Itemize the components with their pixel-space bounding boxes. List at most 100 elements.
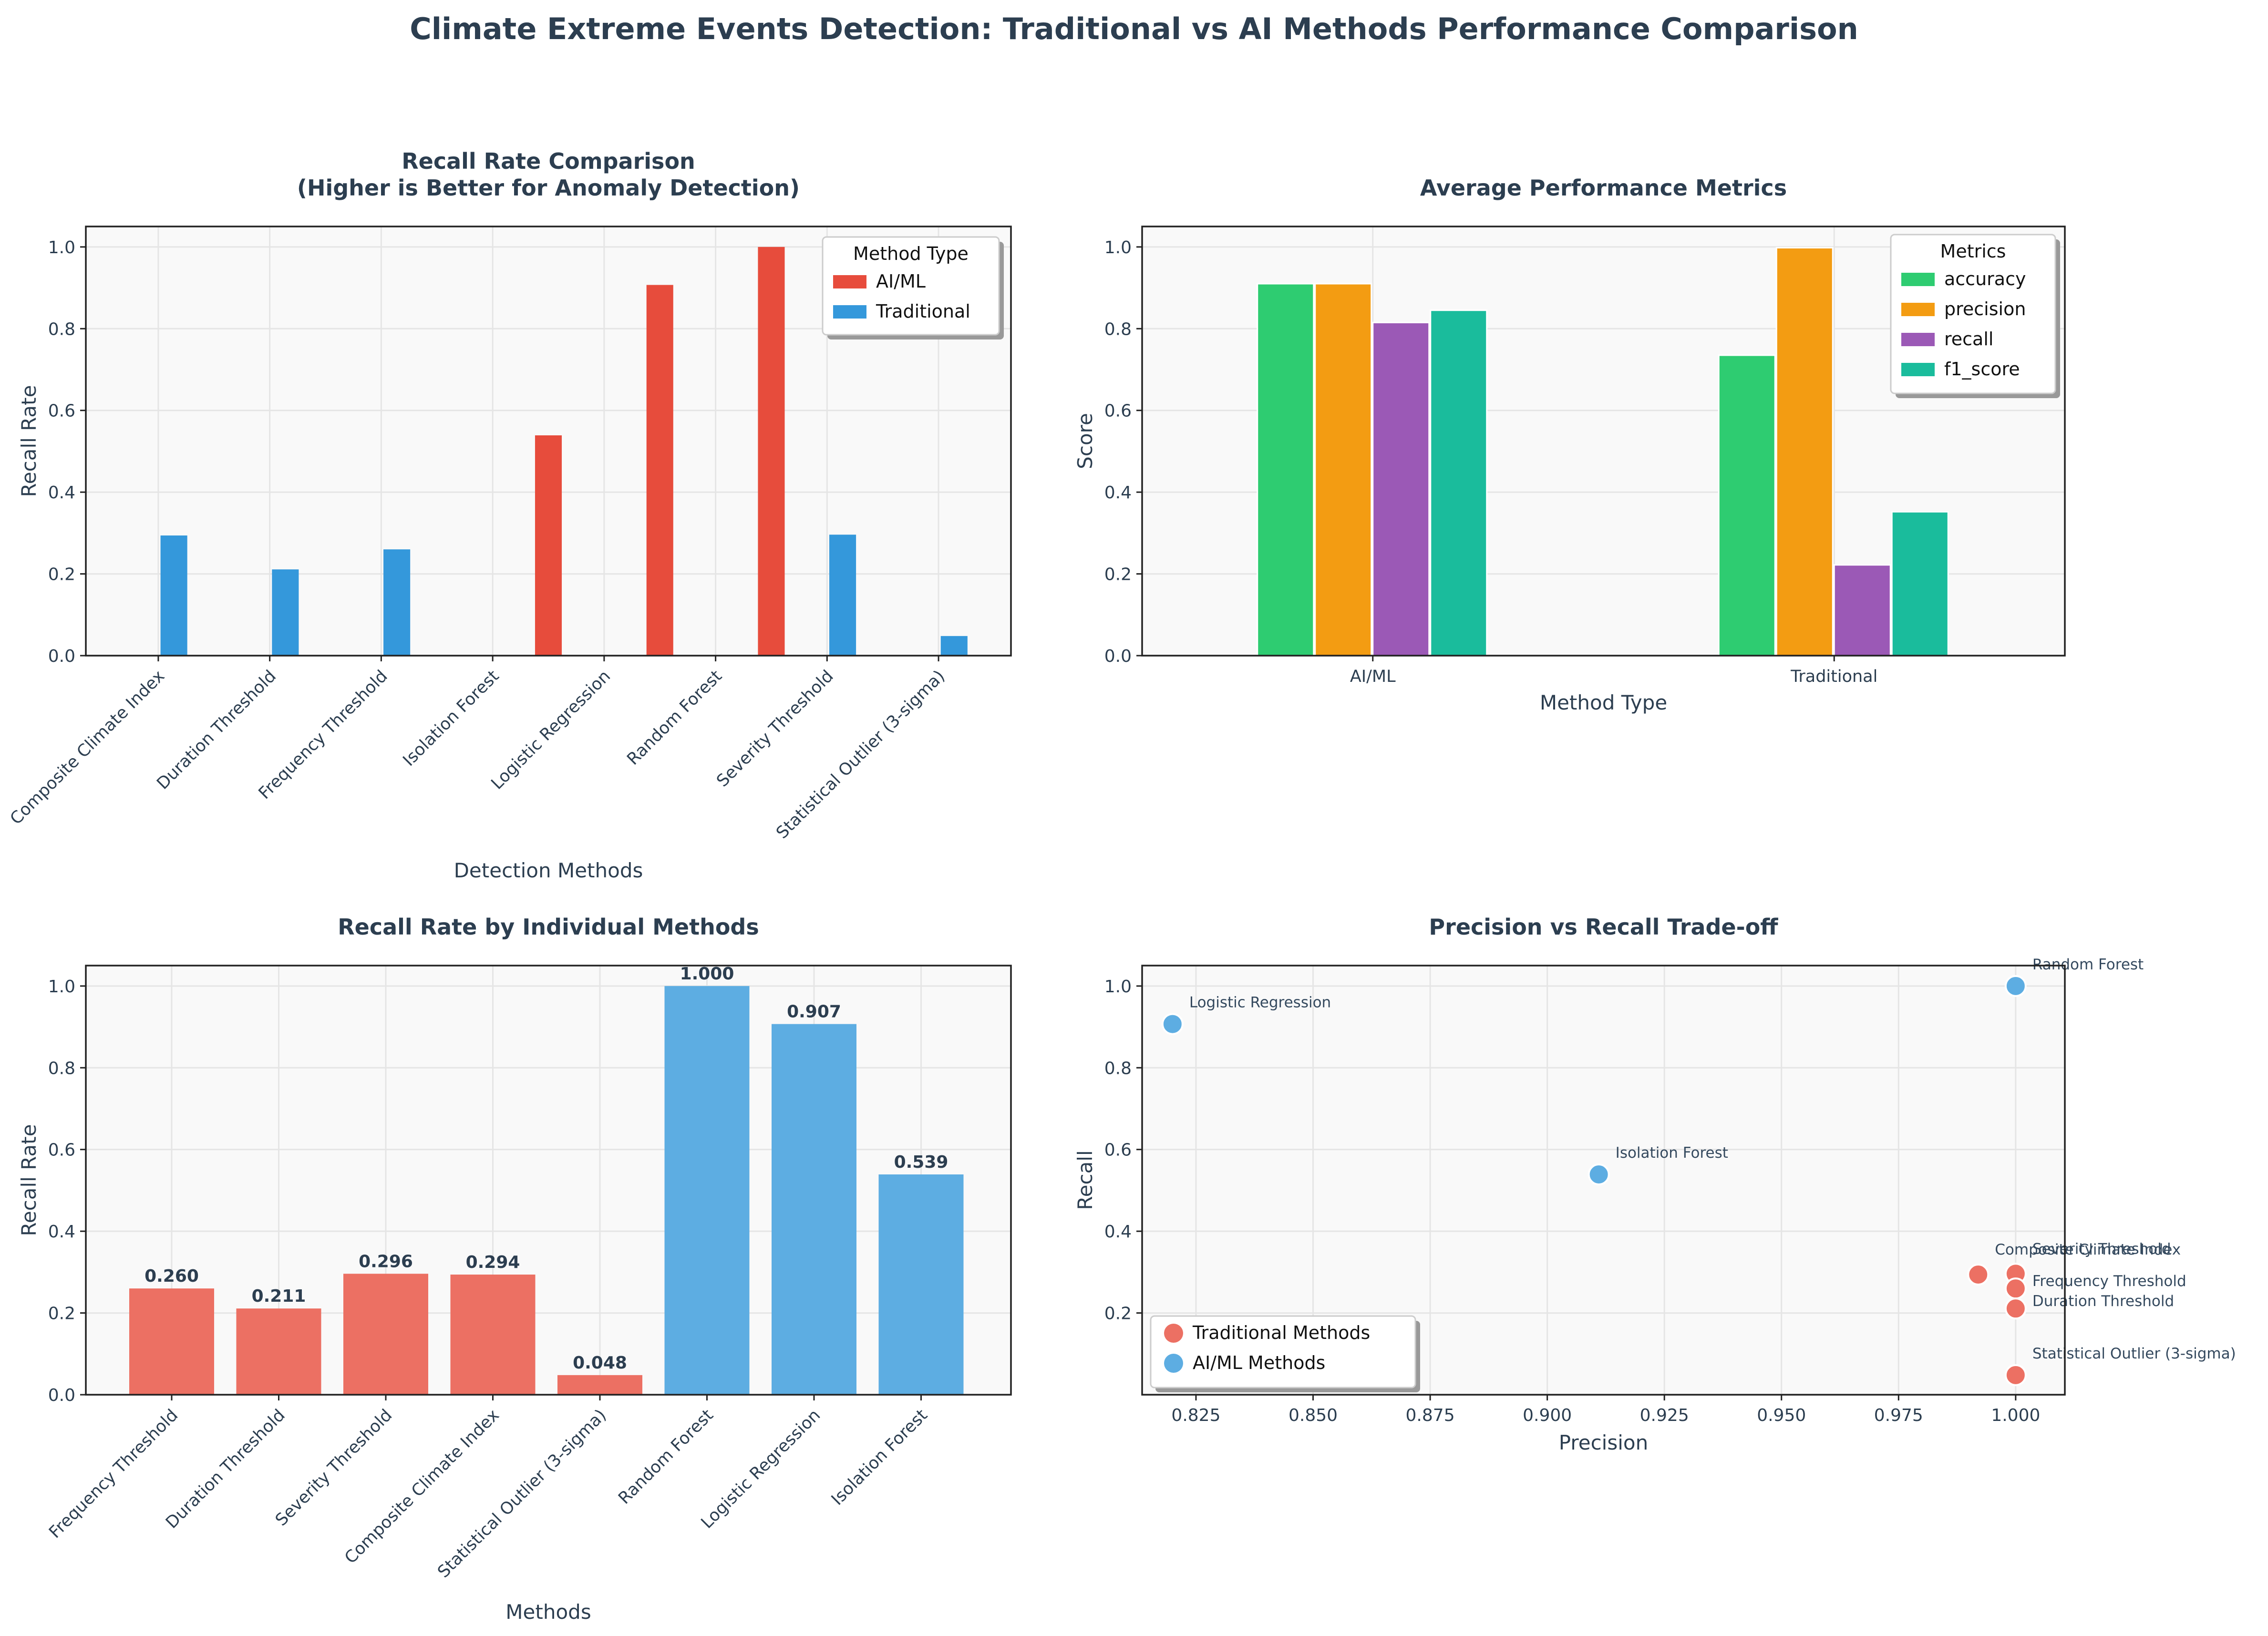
point-label-severity-threshold: Severity Threshold <box>2032 1240 2171 1257</box>
bar-accuracy-traditional <box>1718 354 1776 657</box>
bar-traditional-duration-threshold <box>272 569 299 656</box>
x-tick-label: Traditional <box>1790 667 1877 686</box>
point-statistical-outlier-3-sigma <box>2004 1364 2027 1386</box>
legend-marker <box>1164 1354 1183 1373</box>
y-tick-label: 0.4 <box>1104 483 1132 503</box>
legend-entry-accuracy: accuracy <box>1944 268 2026 289</box>
y-tick-label: 0.2 <box>48 565 75 585</box>
x-tick-label: Logistic Regression <box>698 1406 825 1533</box>
data-label-logistic-regression: 0.907 <box>787 1002 841 1022</box>
y-tick-label: 0.6 <box>48 1141 75 1160</box>
bar-random-forest <box>664 986 750 1395</box>
y-tick-label: 0.0 <box>48 1386 75 1405</box>
x-axis-label: Detection Methods <box>454 859 643 882</box>
point-label-isolation-forest: Isolation Forest <box>1616 1144 1728 1162</box>
y-tick-label: 1.0 <box>1104 238 1132 257</box>
subplot-1: 0.0 0.2 0.4 0.6 0.8 1.0 Composite Climate Inde… <box>7 148 1012 882</box>
y-tick-label: 0.6 <box>48 401 75 421</box>
x-tick-label: Isolation Forest <box>828 1406 931 1509</box>
x-tick-label: 1.000 <box>1991 1406 2040 1425</box>
figure-title: Climate Extreme Events Detection: Tradit… <box>410 11 1858 46</box>
bar-ai-ml-logistic-regression <box>646 285 673 656</box>
x-tick-label: 0.950 <box>1757 1406 1806 1425</box>
bar-ai-ml-random-forest <box>758 247 785 656</box>
legend-entry-precision: precision <box>1944 298 2026 319</box>
subplot-3: 0.0 0.2 0.4 0.6 0.8 1.0 0.260 Frequency Thresho… <box>17 914 1012 1624</box>
y-tick-label: 0.8 <box>48 1059 75 1078</box>
legend-swatch <box>1901 363 1935 376</box>
plot-border <box>85 965 1012 1396</box>
x-tick-label: 0.850 <box>1289 1406 1338 1425</box>
data-label-duration-threshold: 0.211 <box>252 1286 306 1306</box>
point-frequency-threshold <box>2004 1277 2027 1300</box>
y-axis-label: Recall Rate <box>17 385 41 497</box>
x-tick-label: Frequency Threshold <box>45 1406 182 1542</box>
x-tick-label: 0.825 <box>1171 1406 1220 1425</box>
x-tick-label: Random Forest <box>615 1406 717 1508</box>
bar-severity-threshold <box>343 1274 428 1395</box>
bar-ai-ml-isolation-forest <box>535 435 562 656</box>
plot-border <box>1141 965 2066 1396</box>
x-tick-label: 0.925 <box>1640 1406 1689 1425</box>
y-axis-label: Recall Rate <box>17 1124 41 1236</box>
point-logistic-regression <box>1161 1013 1184 1035</box>
point-label-frequency-threshold: Frequency Threshold <box>2032 1273 2186 1290</box>
bar-logistic-regression <box>772 1024 856 1395</box>
bar-precision-traditional <box>1775 247 1834 657</box>
bar-duration-threshold <box>236 1308 321 1395</box>
data-label-severity-threshold: 0.296 <box>359 1252 413 1271</box>
subplot-title: Recall Rate Comparison <box>402 148 695 174</box>
bar-traditional-frequency-threshold <box>383 549 411 656</box>
y-tick-label: 0.2 <box>48 1304 75 1324</box>
bar-f1-score-ai-ml <box>1430 309 1488 657</box>
y-tick-label: 0.8 <box>48 319 75 339</box>
legend-title: Metrics <box>1940 241 2006 262</box>
x-axis-label: Methods <box>505 1600 591 1624</box>
y-tick-label: 0.2 <box>1104 565 1132 585</box>
x-tick-label: 0.875 <box>1406 1406 1455 1425</box>
bar-frequency-threshold <box>129 1288 214 1395</box>
legend-entry-traditional: Traditional <box>876 301 970 322</box>
data-label-frequency-threshold: 0.260 <box>144 1266 199 1286</box>
data-label-composite-climate-index: 0.294 <box>466 1253 520 1272</box>
y-tick-label: 0.4 <box>1104 1222 1132 1242</box>
legend-entry-traditional-methods: Traditional Methods <box>1192 1322 1370 1343</box>
legend-entry-f1-score: f1_score <box>1944 359 2020 380</box>
data-label-isolation-forest: 0.539 <box>894 1152 948 1172</box>
bar-precision-ai-ml <box>1314 283 1372 657</box>
x-tick-label: Logistic Regression <box>488 667 615 793</box>
x-tick-label: Duration Threshold <box>162 1406 289 1533</box>
subplot-title: Precision vs Recall Trade-off <box>1429 914 1778 940</box>
legend-entry-recall: recall <box>1944 329 1993 350</box>
y-tick-label: 0.4 <box>48 483 75 503</box>
y-tick-label: 1.0 <box>48 238 75 257</box>
point-label-duration-threshold: Duration Threshold <box>2032 1293 2174 1310</box>
x-tick-label: 0.900 <box>1523 1406 1572 1425</box>
x-tick-label: Statistical Outlier (3-sigma) <box>434 1406 610 1582</box>
y-axis-label: Recall <box>1073 1150 1097 1210</box>
legend-title: Method Type <box>853 243 969 264</box>
legend-marker <box>1164 1324 1183 1343</box>
point-composite-climate-index <box>1967 1264 1990 1286</box>
y-tick-label: 0.8 <box>1104 1059 1132 1078</box>
y-tick-label: 0.6 <box>1104 1141 1132 1160</box>
x-tick-label: Duration Threshold <box>153 667 280 793</box>
bar-recall-ai-ml <box>1372 321 1430 657</box>
y-tick-label: 0.2 <box>1104 1304 1132 1324</box>
plot-border <box>85 226 1012 657</box>
bar-statistical-outlier-3-sigma <box>557 1375 642 1395</box>
x-tick-label: Composite Climate Index <box>7 667 168 828</box>
y-tick-label: 1.0 <box>48 977 75 997</box>
legend-swatch <box>1901 303 1935 316</box>
x-tick-label: Severity Threshold <box>272 1406 396 1530</box>
legend-swatch <box>1901 273 1935 286</box>
x-tick-label: Frequency Threshold <box>255 667 392 803</box>
y-tick-label: 0.4 <box>48 1222 75 1242</box>
y-axis-label: Score <box>1073 413 1097 469</box>
point-random-forest <box>2004 975 2027 997</box>
plot-border <box>1141 226 2066 657</box>
subplot-title: Average Performance Metrics <box>1420 175 1787 201</box>
bar-traditional-statistical-outlier-3-sigma <box>940 636 968 656</box>
x-tick-label: AI/ML <box>1350 667 1396 686</box>
